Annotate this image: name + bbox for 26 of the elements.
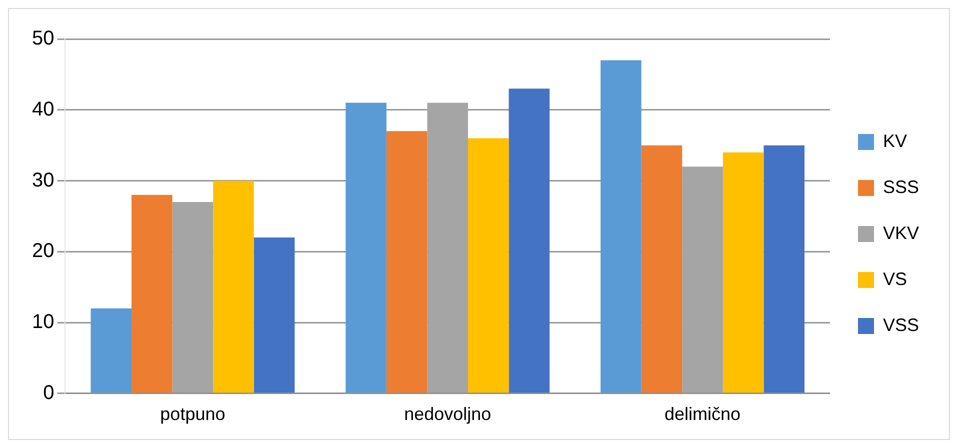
bar (508, 88, 550, 393)
x-tick-label: potpuno (160, 404, 226, 424)
legend-label: KV (882, 130, 907, 151)
bar (132, 194, 172, 393)
bar (468, 138, 509, 393)
x-tick-label: nedovoljno (404, 404, 492, 424)
y-tick-label: 10 (32, 311, 54, 334)
legend-label: VKV (882, 222, 920, 243)
y-tick-label: 20 (32, 240, 54, 262)
legend-label: VS (882, 268, 907, 289)
bar (600, 60, 642, 393)
y-tick-label: 50 (32, 28, 54, 50)
legend-label: VSS (882, 314, 920, 335)
bar (386, 131, 428, 393)
bar (764, 145, 804, 393)
bar (722, 152, 764, 393)
bar (346, 102, 386, 393)
bar (641, 145, 682, 393)
y-tick-label: 0 (43, 382, 54, 404)
y-tick-label: 40 (32, 98, 54, 120)
x-tick-label: delimično (664, 404, 741, 424)
bar (90, 308, 132, 393)
legend-label: SSS (882, 176, 920, 197)
y-tick-label: 30 (32, 169, 54, 192)
bar (213, 180, 254, 393)
bar (254, 237, 295, 393)
